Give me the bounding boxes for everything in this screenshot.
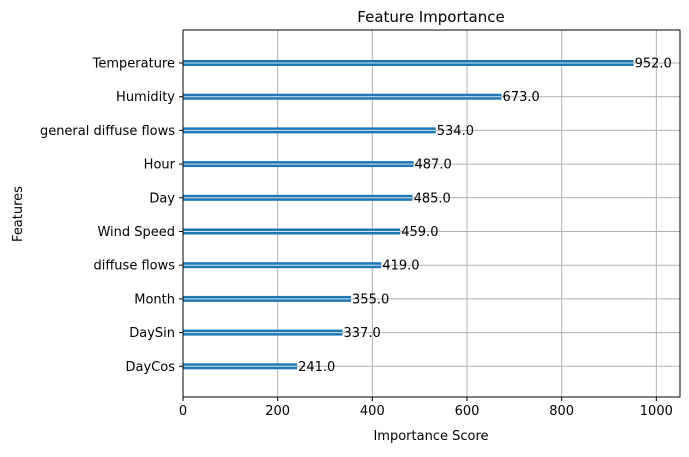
y-tick-label: Humidity <box>116 90 175 105</box>
grid-layer <box>182 30 680 397</box>
y-tick-label: Hour <box>144 158 176 173</box>
x-tick-label: 800 <box>549 404 574 419</box>
bar-value-label: 337.0 <box>344 326 381 341</box>
x-axis-label: Importance Score <box>373 429 488 444</box>
bar-value-label: 355.0 <box>352 292 389 307</box>
plot-frame <box>182 29 681 398</box>
label-layer: 0 200 400 600 800 1000 Temperature 952.0 Humidit… <box>40 57 673 420</box>
bar-value-label: 419.0 <box>382 259 419 274</box>
y-tick-label: Temperature <box>92 57 175 72</box>
x-tick-label: 0 <box>179 404 187 419</box>
y-tick-label: Day <box>149 191 175 206</box>
y-tick-label: DaySin <box>129 326 175 341</box>
y-tick-label: DayCos <box>126 360 176 375</box>
y-axis-label: Features <box>11 186 26 242</box>
bar-value-label: 485.0 <box>414 191 451 206</box>
bar-value-label: 534.0 <box>437 124 474 139</box>
bar-value-label: 952.0 <box>635 57 672 72</box>
x-tick-label: 1000 <box>640 404 673 419</box>
bar-value-label: 673.0 <box>503 90 540 105</box>
y-tick-label: Wind Speed <box>97 225 175 240</box>
x-tick-label: 200 <box>265 404 290 419</box>
bar-value-label: 487.0 <box>415 158 452 173</box>
y-tick-label: general diffuse flows <box>40 124 175 139</box>
bar-layer <box>183 60 634 370</box>
x-tick-label: 600 <box>455 404 480 419</box>
y-tick-label: diffuse flows <box>93 259 175 274</box>
x-tick-label: 400 <box>360 404 385 419</box>
tick-layer <box>179 62 657 401</box>
chart-title: Feature Importance <box>357 8 504 26</box>
bar-value-label: 241.0 <box>298 360 335 375</box>
bar-value-label: 459.0 <box>401 225 438 240</box>
y-tick-label: Month <box>134 292 175 307</box>
